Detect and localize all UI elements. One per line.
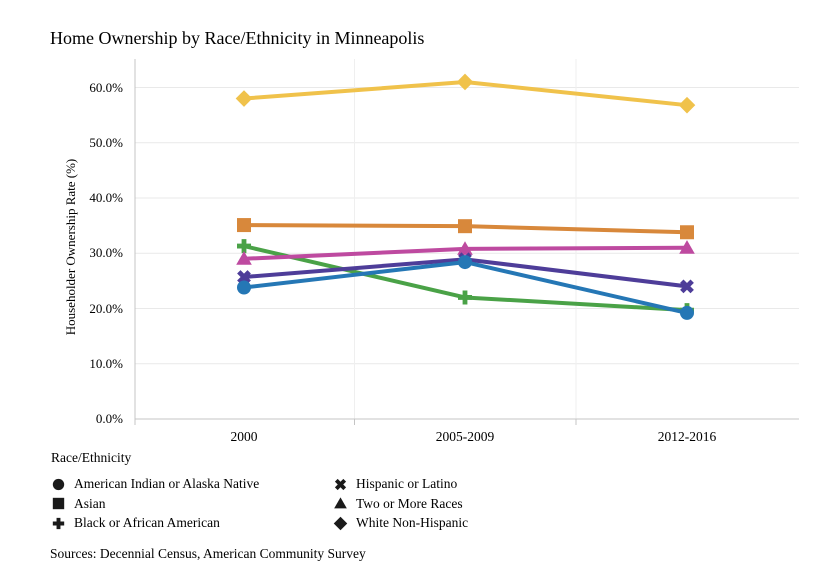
legend-item-label: Asian <box>74 495 106 511</box>
diamond-legend-icon <box>333 516 348 530</box>
x-tick-label: 2005-2009 <box>435 429 495 444</box>
series-white-non-hispanic <box>235 73 696 114</box>
diamond-marker <box>678 96 696 114</box>
series-two-or-more-races <box>236 240 695 265</box>
legend-title: Race/Ethnicity <box>51 450 132 465</box>
plus-marker <box>458 290 472 305</box>
triangle-legend-icon <box>334 497 347 509</box>
triangle-marker <box>236 251 252 265</box>
series-asian <box>237 218 694 240</box>
plus-legend-icon <box>52 517 65 529</box>
legend-item-label: Hispanic or Latino <box>356 476 458 491</box>
legend-item-label: American Indian or Alaska Native <box>74 476 260 491</box>
diamond-marker <box>456 73 474 91</box>
legend-item-label: Two or More Races <box>356 495 463 511</box>
triangle-marker <box>679 240 695 254</box>
y-tick-label: 20.0% <box>89 300 123 316</box>
chart-plot-area <box>134 59 799 425</box>
chart-title: Home Ownership by Race/Ethnicity in Minn… <box>50 28 425 48</box>
plus-marker <box>237 239 251 254</box>
triangle-marker <box>457 241 473 255</box>
x-marker <box>334 478 347 490</box>
x-tick-label: 2012-2016 <box>657 429 717 444</box>
circle-marker <box>237 280 251 295</box>
legend-item-white-non-hispanic: White Non-Hispanic <box>332 513 468 533</box>
y-tick-label: 10.0% <box>89 355 123 371</box>
legend-item-two-or-more-races: Two or More Races <box>332 494 463 514</box>
sources-caption: Sources: Decennial Census, American Comm… <box>50 546 366 561</box>
diamond-marker <box>333 516 348 530</box>
x-tick-label: 2000 <box>230 429 258 444</box>
series-american-indian-or-alaska-native <box>237 255 694 320</box>
legend-item-black-or-african-american: Black or African American <box>50 513 220 533</box>
square-marker <box>680 225 694 240</box>
circle-legend-icon <box>52 478 65 490</box>
y-tick-label: 0.0% <box>95 411 123 426</box>
legend-item-american-indian-or-alaska-native: American Indian or Alaska Native <box>50 474 259 494</box>
square-marker <box>458 219 472 234</box>
square-legend-icon <box>52 497 65 510</box>
triangle-marker <box>334 497 347 509</box>
y-tick-label: 50.0% <box>89 134 123 150</box>
x-legend-icon <box>334 478 347 490</box>
y-tick-label: 60.0% <box>89 79 123 95</box>
square-marker <box>52 497 65 510</box>
x-marker <box>237 270 251 284</box>
legend-item-asian: Asian <box>50 494 106 514</box>
square-marker <box>237 218 251 233</box>
circle-marker <box>52 478 65 490</box>
circle-marker <box>680 305 694 320</box>
legend-item-label: White Non-Hispanic <box>356 515 469 530</box>
legend-item-hispanic-or-latino: Hispanic or Latino <box>332 474 457 494</box>
y-tick-label: 30.0% <box>89 245 123 261</box>
plus-marker <box>52 517 65 529</box>
circle-marker <box>458 255 472 270</box>
legend-item-label: Black or African American <box>74 515 220 530</box>
diamond-marker <box>235 90 253 107</box>
y-tick-label: 40.0% <box>89 190 123 205</box>
x-marker <box>680 279 694 294</box>
